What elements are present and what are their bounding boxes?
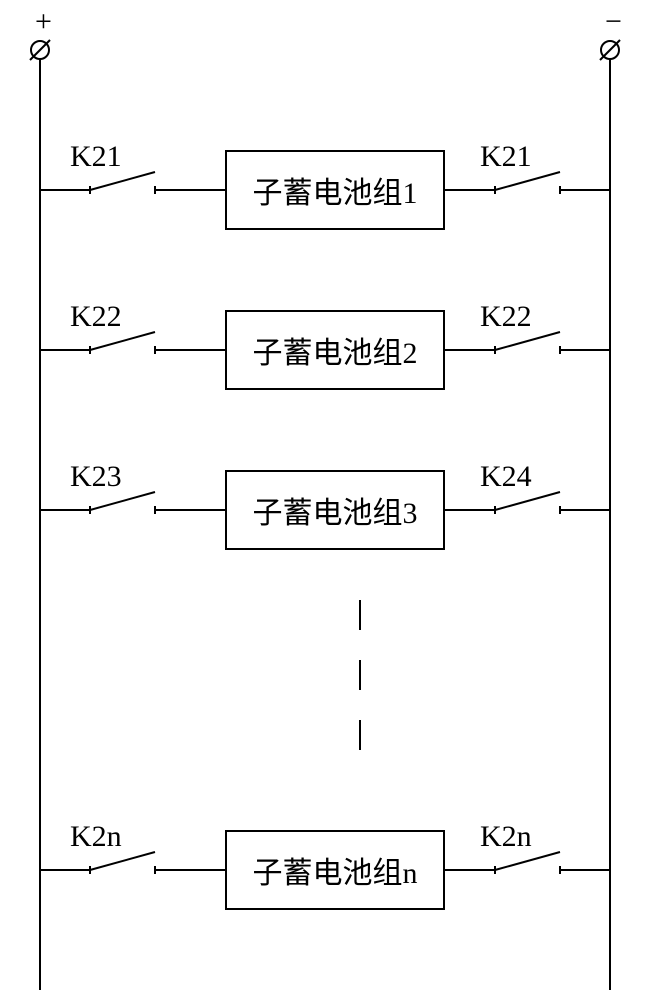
battery-group-box: 子蓄电池组3 (225, 470, 445, 550)
switch-label-left: K22 (70, 300, 122, 334)
circuit-diagram: + − 子蓄电池组1 子蓄电池组2 子蓄电池组3 子蓄电池组n K21 K21 K22 K2… (0, 0, 651, 1000)
switch-label-left: K23 (70, 460, 122, 494)
switch-label-right: K2n (480, 820, 532, 854)
battery-group-label: 子蓄电池组3 (253, 488, 418, 532)
switch-label-right: K22 (480, 300, 532, 334)
switch-label-left: K2n (70, 820, 122, 854)
battery-group-box: 子蓄电池组2 (225, 310, 445, 390)
switch-label-right: K24 (480, 460, 532, 494)
switch-label-left: K21 (70, 140, 122, 174)
positive-terminal-label: + (35, 5, 52, 39)
switch-label-right: K21 (480, 140, 532, 174)
battery-group-label: 子蓄电池组2 (253, 328, 418, 372)
battery-group-label: 子蓄电池组n (253, 848, 418, 892)
battery-group-label: 子蓄电池组1 (253, 168, 418, 212)
battery-group-box: 子蓄电池组n (225, 830, 445, 910)
battery-group-box: 子蓄电池组1 (225, 150, 445, 230)
negative-terminal-label: − (605, 5, 622, 39)
